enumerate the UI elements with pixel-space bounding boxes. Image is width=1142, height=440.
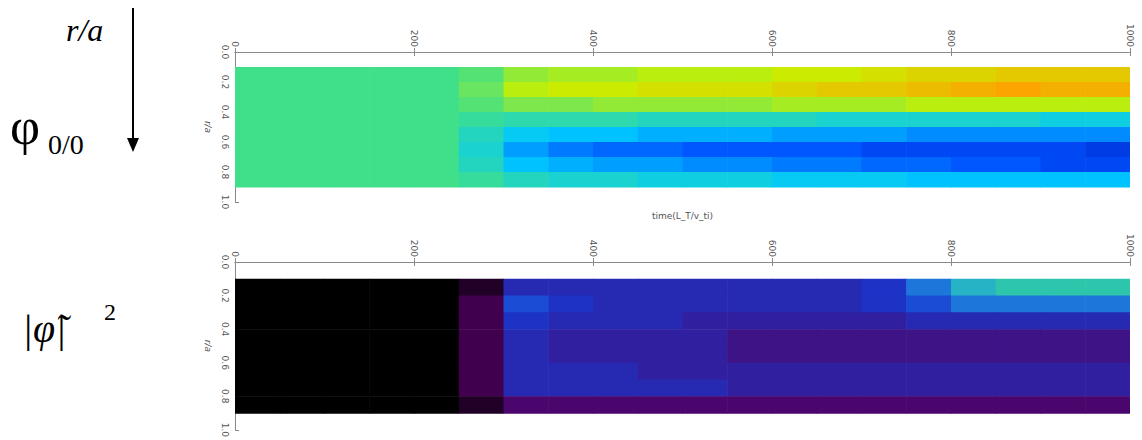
svg-text:0.6: 0.6 [220, 135, 230, 150]
svg-text:0.4: 0.4 [220, 322, 230, 337]
svg-text:400: 400 [588, 30, 598, 47]
svg-text:r/a: r/a [203, 340, 213, 352]
svg-text:0: 0 [230, 41, 240, 47]
svg-text:400: 400 [588, 240, 598, 257]
svg-text:200: 200 [409, 30, 419, 47]
svg-text:200: 200 [409, 240, 419, 257]
svg-text:800: 800 [946, 30, 956, 47]
svg-text:r/a: r/a [66, 12, 103, 48]
svg-text:φ: φ [10, 98, 40, 155]
svg-text:0: 0 [230, 251, 240, 257]
svg-text:time(L_T/v_ti): time(L_T/v_ti) [652, 211, 713, 221]
svg-text:0.0: 0.0 [220, 45, 230, 60]
svg-text:1000: 1000 [1125, 234, 1135, 257]
svg-text:1.0: 1.0 [220, 195, 230, 210]
svg-text:|φ̃|: |φ̃| [22, 306, 71, 351]
svg-text:0.8: 0.8 [220, 165, 230, 180]
svg-text:0.4: 0.4 [220, 105, 230, 120]
svg-text:0.0: 0.0 [220, 255, 230, 270]
svg-text:0/0: 0/0 [48, 129, 84, 160]
svg-text:0.6: 0.6 [220, 356, 230, 371]
svg-text:600: 600 [767, 240, 777, 257]
svg-text:1.0: 1.0 [220, 423, 230, 438]
svg-text:600: 600 [767, 30, 777, 47]
svg-text:r/a: r/a [203, 121, 213, 133]
svg-text:800: 800 [946, 240, 956, 257]
svg-text:0.2: 0.2 [220, 75, 230, 89]
svg-text:0.2: 0.2 [220, 288, 230, 302]
svg-text:0.8: 0.8 [220, 389, 230, 404]
svg-text:2: 2 [104, 299, 116, 325]
svg-text:1000: 1000 [1125, 24, 1135, 47]
